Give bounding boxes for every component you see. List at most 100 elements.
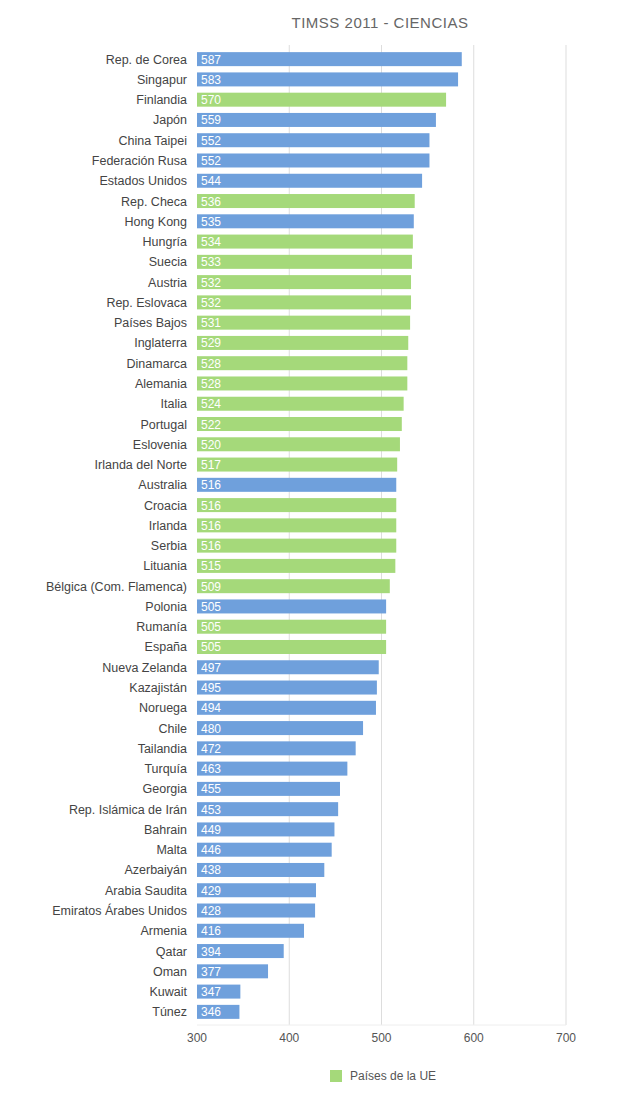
bar (197, 782, 340, 796)
data-label: 505 (201, 640, 221, 654)
data-label: 377 (201, 965, 221, 979)
category-label: Lituania (143, 559, 187, 573)
category-label: Federación Rusa (92, 154, 187, 168)
data-label: 449 (201, 823, 221, 837)
bar (197, 93, 446, 107)
bar (197, 52, 462, 66)
bar (197, 437, 400, 451)
data-label: 346 (201, 1005, 221, 1019)
category-label: Rep. Islámica de Irán (69, 803, 187, 817)
tick-label: 600 (464, 1031, 484, 1045)
category-label: Armenia (140, 924, 187, 938)
category-label: Serbia (151, 539, 187, 553)
axis-line (197, 1025, 566, 1026)
data-label: 472 (201, 742, 221, 756)
bar (197, 133, 429, 147)
data-label: 429 (201, 884, 221, 898)
bars (197, 52, 462, 1019)
background (0, 0, 630, 1100)
bar (197, 985, 240, 999)
data-label: 522 (201, 418, 221, 432)
legend-swatch (330, 1070, 342, 1082)
category-label: Austria (148, 276, 187, 290)
bar (197, 802, 338, 816)
category-label: Croacia (144, 499, 187, 513)
bar (197, 458, 397, 472)
data-label: 516 (201, 519, 221, 533)
data-label: 529 (201, 336, 221, 350)
tick-label: 300 (187, 1031, 207, 1045)
bar (197, 883, 316, 897)
category-label: Georgia (143, 782, 188, 796)
bar (197, 1005, 239, 1019)
category-label: España (145, 640, 187, 654)
category-label: Países Bajos (114, 316, 187, 330)
data-label: 520 (201, 438, 221, 452)
category-label: Rep. Checa (121, 195, 187, 209)
tick-label: 400 (279, 1031, 299, 1045)
category-label: Inglaterra (134, 336, 187, 350)
grid-line (381, 45, 382, 1025)
data-label: 587 (201, 53, 221, 67)
category-label: Rep. Eslovaca (106, 296, 187, 310)
bar (197, 417, 402, 431)
data-label: 416 (201, 924, 221, 938)
category-label: Irlanda (149, 519, 187, 533)
data-label: 394 (201, 945, 221, 959)
chart-canvas: TIMSS 2011 - CIENCIAS300400500600700Rep.… (0, 0, 630, 1100)
data-label: 536 (201, 195, 221, 209)
category-label: Kazajistán (129, 681, 187, 695)
bar (197, 863, 324, 877)
bar (197, 214, 414, 228)
bar (197, 397, 404, 411)
data-label: 516 (201, 478, 221, 492)
bar (197, 843, 332, 857)
bar (197, 316, 410, 330)
category-label: Bélgica (Com. Flamenca) (46, 580, 187, 594)
category-label: Hong Kong (124, 215, 187, 229)
bar (197, 741, 356, 755)
category-label: Emiratos Árabes Unidos (52, 903, 187, 918)
bar (197, 275, 411, 289)
category-label: Japón (153, 113, 187, 127)
data-label: 446 (201, 843, 221, 857)
category-label: Tailandia (138, 742, 187, 756)
data-label: 528 (201, 357, 221, 371)
bar (197, 356, 407, 370)
category-label: Bahrain (144, 823, 187, 837)
bar (197, 620, 386, 634)
bar (197, 539, 396, 553)
category-label: Alemania (135, 377, 187, 391)
chart-title: TIMSS 2011 - CIENCIAS (292, 14, 469, 31)
data-label: 524 (201, 397, 221, 411)
category-label: Oman (153, 965, 187, 979)
bar (197, 153, 429, 167)
data-label: 517 (201, 458, 221, 472)
category-label: Azerbaiyán (124, 863, 187, 877)
category-label: Qatar (156, 945, 187, 959)
category-label: Estados Unidos (99, 174, 187, 188)
category-label: Finlandia (136, 93, 187, 107)
data-label: 535 (201, 215, 221, 229)
bar (197, 904, 315, 918)
data-label: 570 (201, 93, 221, 107)
data-label: 533 (201, 255, 221, 269)
tick-label: 500 (371, 1031, 391, 1045)
category-label: Irlanda del Norte (95, 458, 187, 472)
data-label: 453 (201, 803, 221, 817)
category-label: Turquía (144, 762, 187, 776)
data-label: 463 (201, 762, 221, 776)
category-label: Malta (156, 843, 187, 857)
category-label: Chile (159, 722, 188, 736)
bar (197, 964, 268, 978)
data-label: 505 (201, 620, 221, 634)
bar (197, 255, 412, 269)
category-label: Portugal (140, 418, 187, 432)
category-label: Nueva Zelanda (102, 661, 187, 675)
category-label: Suecia (149, 255, 187, 269)
data-label: 552 (201, 154, 221, 168)
data-labels: 5875835595525525445355165054974954944804… (201, 53, 221, 1020)
bar (197, 235, 413, 249)
data-label: 497 (201, 661, 221, 675)
bar (197, 721, 363, 735)
